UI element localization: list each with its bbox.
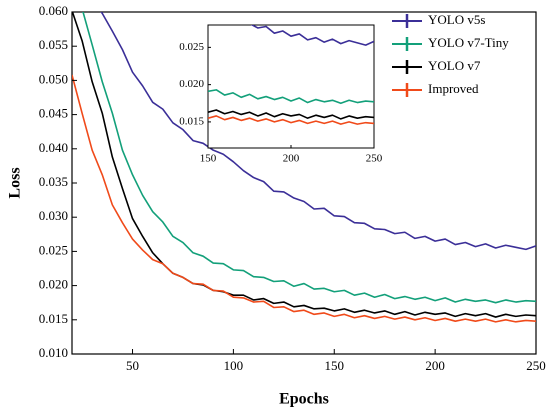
x-tick-label: 100 xyxy=(224,358,244,373)
x-axis-label: Epochs xyxy=(279,391,329,408)
legend-label: Improved xyxy=(428,81,479,96)
y-tick-label: 0.015 xyxy=(39,311,68,326)
loss-line xyxy=(100,12,536,251)
y-tick-label: 0.035 xyxy=(39,174,68,189)
y-tick-label: 0.025 xyxy=(179,41,204,53)
inset-frame xyxy=(207,24,375,149)
x-tick-label: 200 xyxy=(283,153,300,165)
loss-line xyxy=(208,89,374,105)
y-tick-label: 0.060 xyxy=(39,3,68,18)
x-tick-label: 250 xyxy=(366,153,383,165)
legend-label: YOLO v7 xyxy=(428,58,481,73)
y-tick-label: 0.045 xyxy=(39,106,68,121)
legend-label: YOLO v5s xyxy=(428,12,485,27)
y-tick-label: 0.050 xyxy=(39,71,68,86)
loss-line xyxy=(72,74,536,323)
loss-line xyxy=(208,115,374,125)
inset-lines xyxy=(208,25,374,125)
y-tick-label: 0.020 xyxy=(179,78,204,90)
loss-line xyxy=(72,12,536,318)
x-tick-label: 200 xyxy=(425,358,445,373)
legend: YOLO v5s YOLO v7-Tiny YOLO v7 Improved xyxy=(392,12,509,97)
x-tick-label: 50 xyxy=(126,358,139,373)
loss-line xyxy=(82,12,536,304)
y-axis-label: Loss xyxy=(7,167,24,198)
y-tick-label: 0.040 xyxy=(39,140,68,155)
x-tick-label: 150 xyxy=(325,358,345,373)
loss-line xyxy=(208,109,374,120)
axes: 50 100 150 200 250 0.010 0.015 0.020 0.025 0.030 0… xyxy=(39,3,546,373)
x-tick-label: 150 xyxy=(200,153,217,165)
y-tick-label: 0.015 xyxy=(179,115,204,127)
main-lines xyxy=(72,12,536,323)
legend-label: YOLO v7-Tiny xyxy=(428,35,509,50)
x-tick-label: 250 xyxy=(526,358,546,373)
y-tick-label: 0.025 xyxy=(39,242,68,257)
y-tick-label: 0.055 xyxy=(39,37,68,52)
y-tick-label: 0.010 xyxy=(39,345,68,360)
y-tick-label: 0.020 xyxy=(39,277,68,292)
y-tick-label: 0.030 xyxy=(39,208,68,223)
loss-line xyxy=(250,25,374,46)
